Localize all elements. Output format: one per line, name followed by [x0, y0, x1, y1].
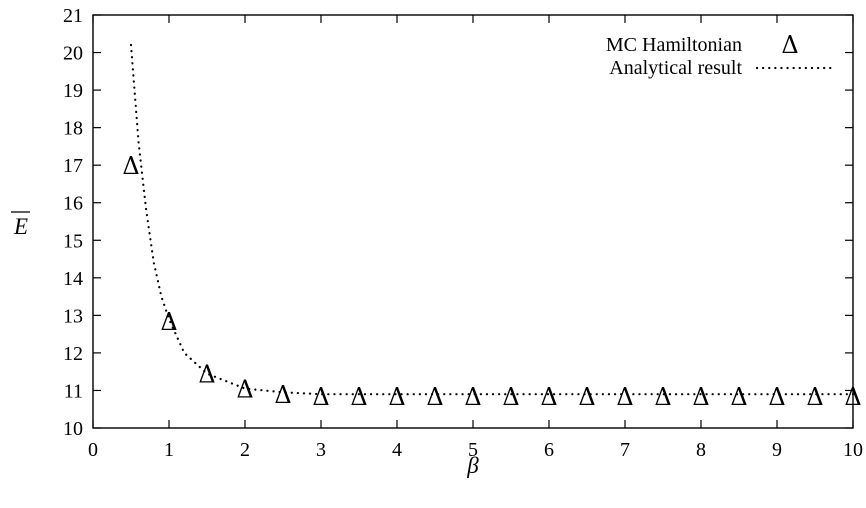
legend-label-mc: MC Hamiltonian: [606, 34, 742, 56]
data-point-mc: Δ: [578, 383, 595, 411]
x-tick-label: 0: [88, 439, 98, 461]
x-tick-label: 3: [316, 439, 326, 461]
y-tick-label: 13: [63, 305, 83, 327]
data-point-mc: Δ: [692, 383, 709, 411]
data-point-mc: Δ: [464, 383, 481, 411]
data-point-mc: Δ: [540, 383, 557, 411]
y-tick-label: 12: [63, 343, 83, 365]
x-tick-label: 9: [772, 439, 782, 461]
data-point-mc: Δ: [654, 383, 671, 411]
data-point-mc: Δ: [312, 383, 329, 411]
data-point-mc: Δ: [768, 383, 785, 411]
data-point-mc: Δ: [350, 383, 367, 411]
x-tick-label: 10: [843, 439, 863, 461]
data-point-mc: Δ: [730, 383, 747, 411]
x-tick-label: 6: [544, 439, 554, 461]
data-point-mc: Δ: [844, 383, 861, 411]
data-point-mc: Δ: [122, 152, 139, 180]
x-tick-label: 7: [620, 439, 630, 461]
data-point-mc: Δ: [502, 383, 519, 411]
y-tick-label: 10: [63, 418, 83, 440]
legend-label-analytical: Analytical result: [609, 57, 742, 79]
axis-ticks: [92, 14, 854, 429]
y-tick-label: 11: [64, 380, 83, 402]
legend-marker-mc: Δ: [781, 31, 798, 59]
data-point-mc: Δ: [388, 383, 405, 411]
series-lines: [129, 43, 855, 396]
data-point-mc: Δ: [426, 383, 443, 411]
x-tick-label: 1: [164, 439, 174, 461]
y-tick-label: 16: [63, 193, 83, 215]
y-tick-label: 20: [63, 43, 83, 65]
y-tick-label: 17: [63, 155, 83, 177]
x-tick-label: 2: [240, 439, 250, 461]
data-point-mc: Δ: [198, 361, 215, 389]
x-tick-label: 4: [392, 439, 402, 461]
data-point-mc: Δ: [236, 376, 253, 404]
y-axis-label: E: [13, 214, 28, 239]
x-tick-label: 5: [468, 439, 478, 461]
y-tick-label: 15: [63, 230, 83, 252]
y-tick-label: 19: [63, 80, 83, 102]
data-point-mc: Δ: [806, 383, 823, 411]
y-tick-label: 18: [63, 118, 83, 140]
y-tick-label: 21: [63, 5, 83, 27]
data-point-mc: Δ: [274, 381, 291, 409]
legend: MC Hamiltonian Δ Analytical result: [606, 31, 834, 79]
x-tick-label: 8: [696, 439, 706, 461]
series-line-analytical: [129, 43, 855, 396]
x-axis-label: β: [466, 453, 479, 478]
data-point-mc: Δ: [160, 308, 177, 336]
y-tick-label: 14: [63, 268, 83, 290]
data-point-mc: Δ: [616, 383, 633, 411]
